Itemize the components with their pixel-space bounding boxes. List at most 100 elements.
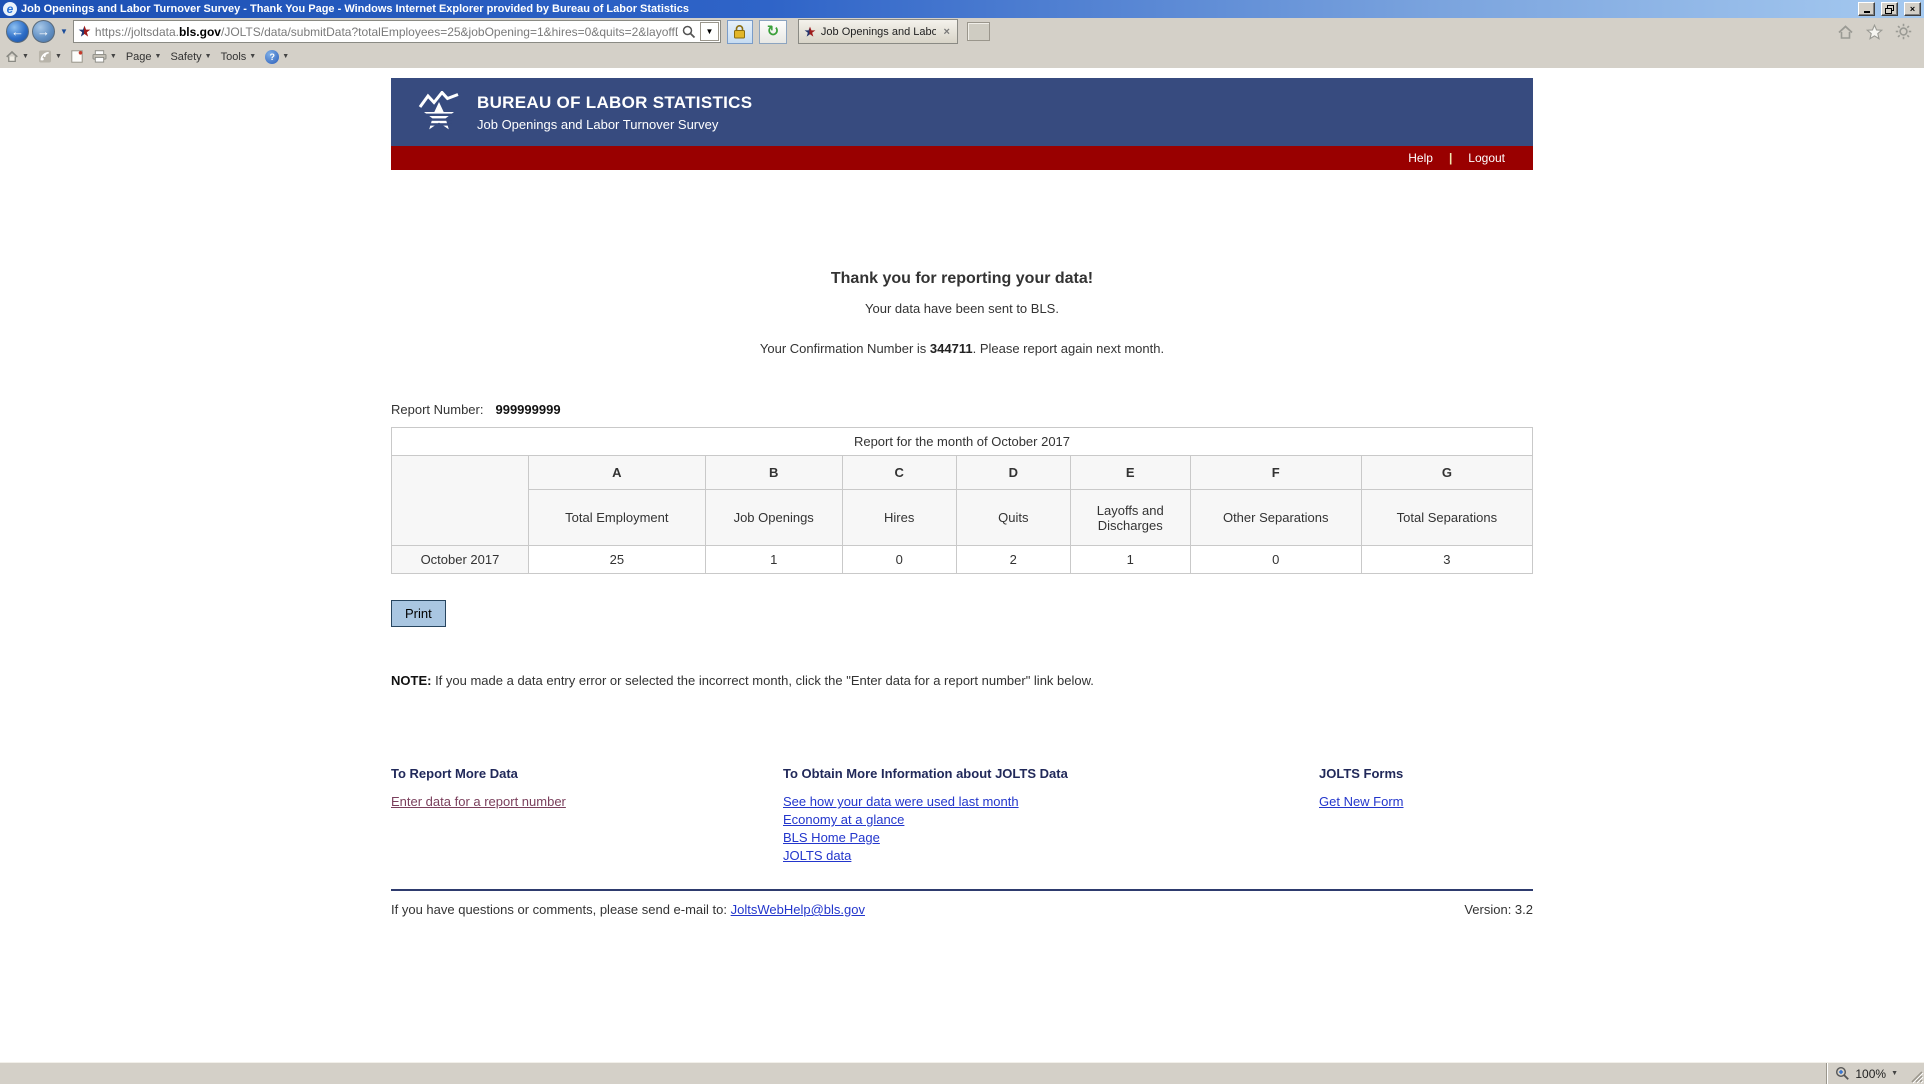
help-icon: ? <box>265 49 280 64</box>
data-used-link[interactable]: See how your data were used last month <box>783 794 1019 809</box>
footer-heading: To Obtain More Information about JOLTS D… <box>783 766 1068 781</box>
cell-hires: 0 <box>841 545 957 574</box>
banner-text: BUREAU OF LABOR STATISTICS Job Openings … <box>477 93 752 132</box>
version-label: Version: 3.2 <box>1464 902 1533 917</box>
url-path: /JOLTS/data/submitData?totalEmployees=25… <box>220 24 678 39</box>
note-label: NOTE: <box>391 673 432 688</box>
chevron-down-icon: ▼ <box>54 53 62 60</box>
url-scheme: https://joltsdata. <box>94 24 179 39</box>
padlock-icon <box>734 25 746 39</box>
mail-page-icon <box>71 50 83 63</box>
favorites-star-icon[interactable] <box>1866 23 1883 40</box>
print-menu-button[interactable]: ▼ <box>92 50 117 63</box>
tab-jolts[interactable]: Job Openings and Labor Tur... × <box>797 19 958 44</box>
browser-quick-icons <box>1837 23 1918 40</box>
report-table: Report for the month of October 2017 A B… <box>391 427 1534 574</box>
thank-you-heading: Thank you for reporting your data! <box>830 270 1094 287</box>
enter-data-link[interactable]: Enter data for a report number <box>391 794 566 809</box>
cell-quits: 2 <box>955 545 1071 574</box>
help-link[interactable]: Help <box>1408 151 1433 165</box>
print-button[interactable]: Print <box>391 600 446 627</box>
back-button[interactable]: ← <box>6 20 29 43</box>
footer-column-report-more: To Report More Data Enter data for a rep… <box>391 766 783 809</box>
cell-total-separations: 3 <box>1360 545 1534 574</box>
email-link[interactable]: JoltsWebHelp@bls.gov <box>730 902 865 917</box>
help-menu[interactable]: ? ▼ <box>265 49 289 64</box>
column-letter: G <box>1360 455 1534 490</box>
home-menu-button[interactable]: ▼ <box>5 50 29 63</box>
search-icon[interactable] <box>682 25 696 39</box>
address-bar[interactable]: https://joltsdata.bls.gov/JOLTS/data/sub… <box>72 20 721 43</box>
column-header: Other Separations <box>1189 489 1362 546</box>
tools-menu[interactable]: Tools ▼ <box>221 51 257 63</box>
contact-prefix: If you have questions or comments, pleas… <box>391 902 731 917</box>
chevron-down-icon: ▼ <box>204 53 212 60</box>
minimize-button[interactable] <box>1858 2 1875 16</box>
column-header: Quits <box>955 489 1071 546</box>
confirmation-message: Your Confirmation Number is 344711. Plea… <box>391 341 1533 356</box>
cell-other-separations: 0 <box>1189 545 1362 574</box>
home-small-icon <box>6 50 18 63</box>
zoom-control[interactable]: 100% ▼ <box>1826 1063 1906 1084</box>
bls-home-link[interactable]: BLS Home Page <box>783 830 880 845</box>
column-letter: E <box>1069 455 1191 490</box>
tab-favicon-star-icon <box>804 26 816 37</box>
url-domain: bls.gov <box>178 24 221 39</box>
table-caption: Report for the month of October 2017 <box>391 427 1533 456</box>
close-button[interactable]: × <box>1904 2 1921 16</box>
read-mail-button[interactable] <box>71 50 83 63</box>
footer-heading: JOLTS Forms <box>1319 766 1404 781</box>
table-corner-cell <box>391 455 529 546</box>
safety-menu[interactable]: Safety ▼ <box>170 51 211 63</box>
footer-bottom-row: If you have questions or comments, pleas… <box>391 902 1533 917</box>
command-bar: ▼ ▼ ▼ Page ▼ <box>0 45 1924 68</box>
restore-button[interactable] <box>1881 2 1898 16</box>
restore-icon <box>1885 4 1894 14</box>
history-dropdown-icon[interactable]: ▼ <box>60 27 68 36</box>
tab-close-icon[interactable]: × <box>943 25 950 38</box>
site-favicon-star-icon <box>78 25 91 37</box>
security-lock-button[interactable] <box>726 19 753 44</box>
column-header: Total Separations <box>1360 489 1534 546</box>
note-line: NOTE: If you made a data entry error or … <box>391 673 1533 688</box>
footer-link-columns: To Report More Data Enter data for a rep… <box>391 766 1533 863</box>
column-letter: C <box>841 455 957 490</box>
forward-button[interactable]: → <box>32 20 55 43</box>
column-letter: F <box>1189 455 1362 490</box>
column-header: Hires <box>841 489 957 546</box>
column-letter: A <box>527 455 706 490</box>
rss-icon <box>38 50 51 63</box>
footer-heading: To Report More Data <box>391 766 518 781</box>
minimize-icon <box>1863 11 1870 13</box>
logout-link[interactable]: Logout <box>1468 151 1505 165</box>
table-header-row: Total Employment Job Openings Hires Quit… <box>392 489 1534 546</box>
row-label: October 2017 <box>391 545 529 574</box>
refresh-button[interactable]: ↻ <box>758 19 787 44</box>
zoom-dropdown-icon[interactable]: ▼ <box>1891 1070 1898 1077</box>
page-menu[interactable]: Page ▼ <box>126 51 162 63</box>
contact-line: If you have questions or comments, pleas… <box>391 902 865 917</box>
table-letter-row: A B C D E F G <box>391 455 1534 546</box>
home-icon[interactable] <box>1837 24 1854 40</box>
confirmation-prefix: Your Confirmation Number is <box>759 341 930 356</box>
chevron-down-icon: ▼ <box>22 53 29 60</box>
cell-job-openings: 1 <box>704 545 843 574</box>
footer-divider <box>391 889 1533 891</box>
column-letter: D <box>955 455 1071 490</box>
survey-subtitle: Job Openings and Labor Turnover Survey <box>477 116 719 132</box>
address-dropdown-button[interactable]: ▼ <box>699 22 719 41</box>
table-caption-row: Report for the month of October 2017 <box>391 427 1533 456</box>
new-tab-button[interactable] <box>966 22 990 41</box>
page-viewport: BUREAU OF LABOR STATISTICS Job Openings … <box>0 68 1924 1062</box>
footer-column-forms: JOLTS Forms Get New Form <box>1319 766 1533 809</box>
economy-glance-link[interactable]: Economy at a glance <box>783 812 905 827</box>
gear-icon[interactable] <box>1895 23 1912 40</box>
report-number-label: Report Number: <box>391 402 484 417</box>
feeds-button[interactable]: ▼ <box>38 50 62 63</box>
get-new-form-link[interactable]: Get New Form <box>1319 794 1404 809</box>
jolts-data-link[interactable]: JOLTS data <box>783 848 852 863</box>
safety-menu-label: Safety <box>170 50 202 63</box>
resize-grip[interactable] <box>1906 1066 1924 1084</box>
confirmation-suffix: . Please report again next month. <box>972 341 1165 356</box>
status-bar: 100% ▼ <box>0 1062 1924 1084</box>
